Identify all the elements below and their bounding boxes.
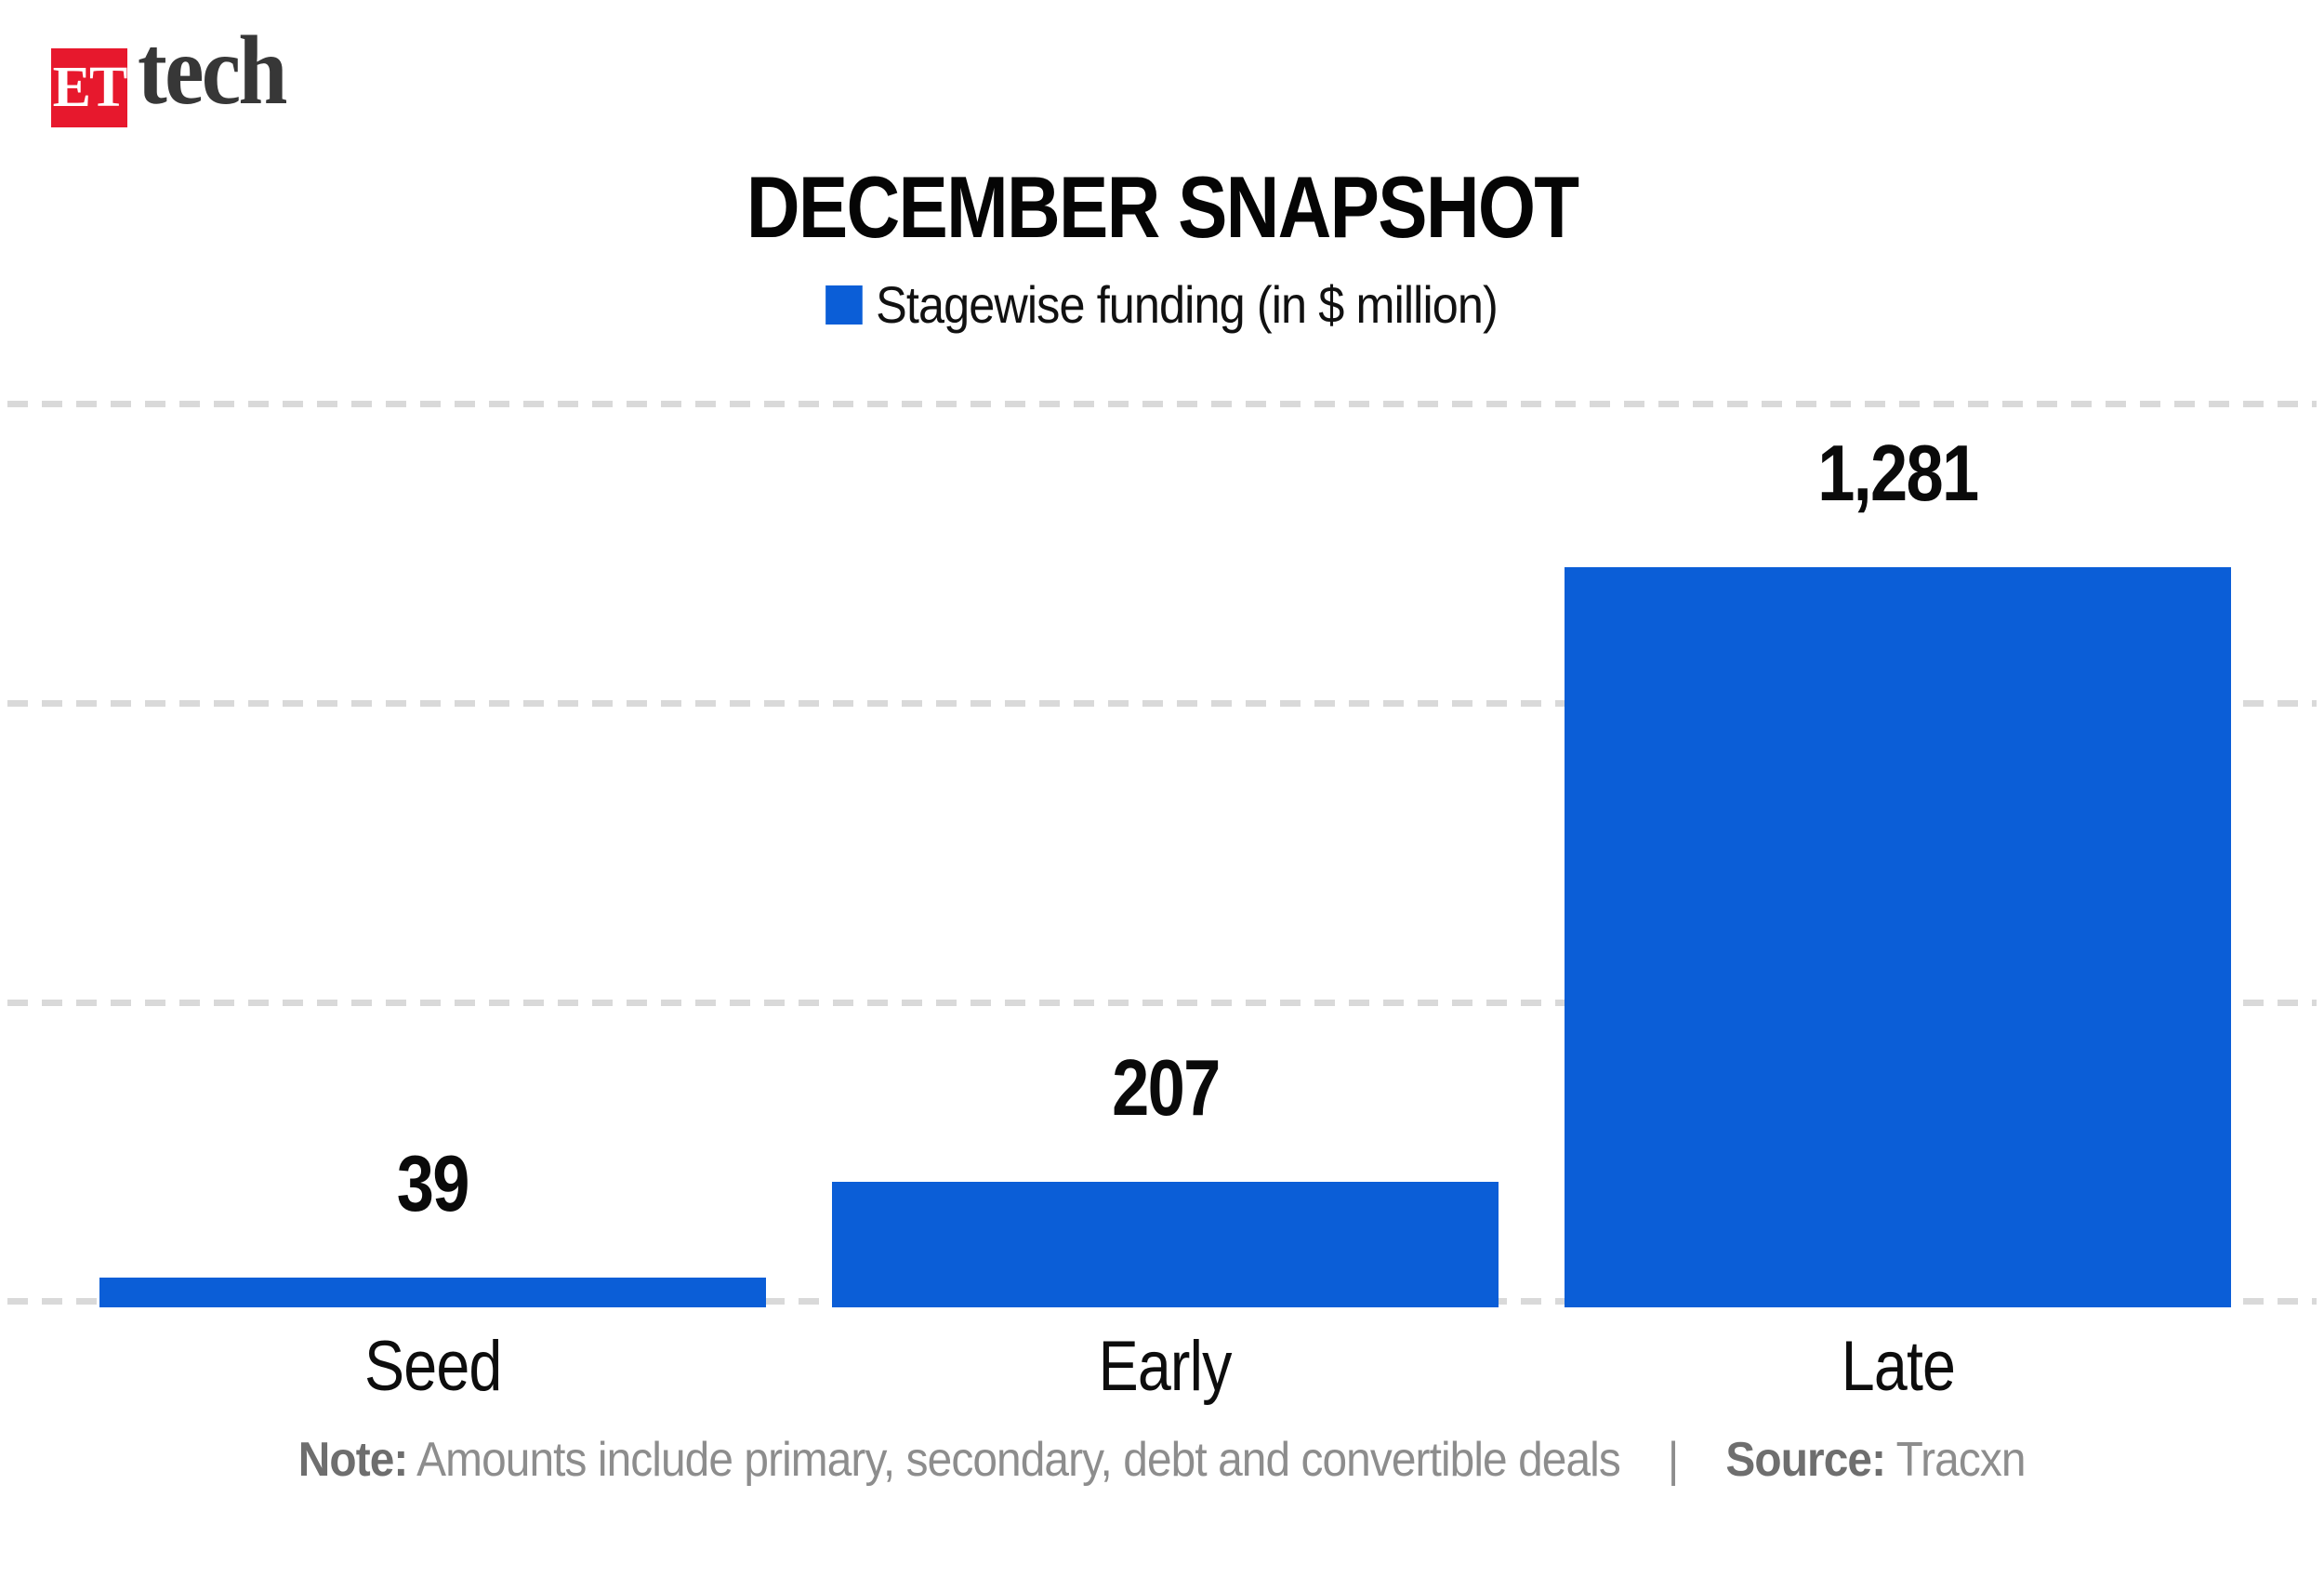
bar-value-label-late: 1,281: [1565, 430, 2231, 518]
chart-title: DECEMBER SNAPSHOT: [746, 158, 1579, 256]
category-text: Late: [1841, 1327, 1955, 1406]
gridline: [7, 700, 2317, 707]
note-separator: |: [1668, 1433, 1679, 1487]
category-text: Early: [1099, 1327, 1233, 1406]
bar-value-text: 39: [397, 1140, 470, 1228]
bar-late: [1565, 567, 2231, 1307]
bar-value-label-early: 207: [832, 1044, 1499, 1133]
ettech-logo-wordmark: tech: [138, 16, 287, 125]
legend: Stagewise funding (in $ million): [825, 275, 1499, 334]
gridline: [7, 401, 2317, 407]
bar-value-text: 1,281: [1817, 430, 1979, 518]
bar-value-label-seed: 39: [99, 1140, 766, 1228]
legend-swatch-icon: [825, 285, 864, 325]
category-label-late: Late: [1565, 1328, 2231, 1406]
note-label: Note:: [298, 1433, 409, 1487]
bar-early: [832, 1182, 1499, 1307]
legend-label: Stagewise funding (in $ million): [876, 275, 1499, 334]
footer-note: Note: Amounts include primary, secondary…: [298, 1430, 2027, 1490]
category-label-seed: Seed: [99, 1328, 766, 1406]
source-label: Source:: [1725, 1433, 1887, 1487]
note-text: Amounts include primary, secondary, debt…: [416, 1433, 1621, 1487]
bar-seed: [99, 1278, 766, 1307]
source-value: Tracxn: [1895, 1433, 2027, 1487]
chart-title-row: DECEMBER SNAPSHOT: [0, 164, 2324, 251]
bar-value-text: 207: [1111, 1044, 1221, 1133]
category-label-early: Early: [832, 1328, 1499, 1406]
et-logo-badge: ET: [51, 48, 127, 127]
category-text: Seed: [363, 1327, 502, 1406]
legend-row: Stagewise funding (in $ million): [0, 279, 2324, 331]
gridline: [7, 1000, 2317, 1006]
footer-note-row: Note: Amounts include primary, secondary…: [0, 1430, 2324, 1490]
